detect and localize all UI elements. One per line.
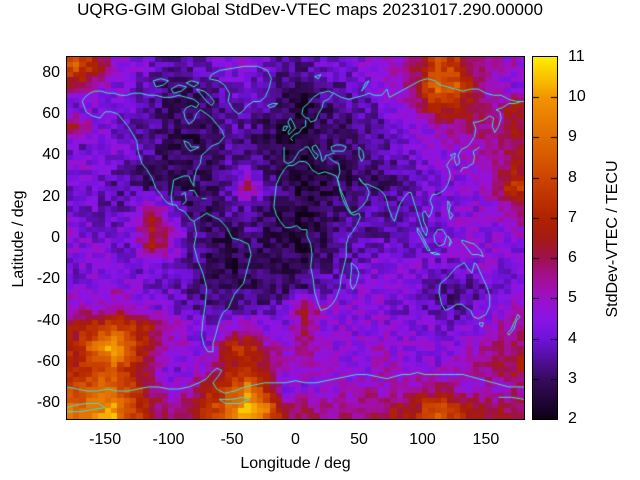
colorbar-tick-label: 7 xyxy=(568,208,577,226)
colorbar-tick-label: 10 xyxy=(568,88,586,106)
y-tick-label: -40 xyxy=(36,311,60,329)
y-tick-label: 60 xyxy=(42,104,60,122)
x-tick-label: 50 xyxy=(350,431,368,448)
colorbar-canvas xyxy=(533,57,557,419)
chart-title: UQRG-GIM Global StdDev-VTEC maps 2023101… xyxy=(77,0,543,19)
colorbar-tick-label: 3 xyxy=(568,369,577,387)
x-tick-label: -50 xyxy=(220,431,244,448)
x-tick-label: 100 xyxy=(409,431,436,448)
colorbar-tick-label: 6 xyxy=(568,249,577,267)
y-tick-label: 20 xyxy=(42,187,60,205)
colorbar-tick-label: 9 xyxy=(568,128,577,146)
colorbar-tick-label: 4 xyxy=(568,329,577,347)
plot-border xyxy=(66,56,525,420)
colorbar-border xyxy=(532,56,558,420)
x-tick-label: -150 xyxy=(89,431,122,448)
y-tick-label: -60 xyxy=(36,353,60,371)
x-tick-label: -100 xyxy=(152,431,185,448)
y-tick-label: 0 xyxy=(51,229,60,246)
x-tick-label: 0 xyxy=(291,431,300,448)
x-tick-label: 150 xyxy=(472,431,500,448)
colorbar-tick-label: 2 xyxy=(568,410,577,427)
colorbar-tick-label: 5 xyxy=(568,289,577,307)
colorbar-tick-label: 8 xyxy=(568,168,577,186)
y-tick-label: 80 xyxy=(42,63,60,81)
y-tick-label: -20 xyxy=(36,270,60,288)
colorbar-label: StdDev-VTEC / TECU xyxy=(604,160,621,318)
y-tick-label: 40 xyxy=(42,146,60,164)
y-tick-label: -80 xyxy=(36,394,60,412)
heatmap-canvas xyxy=(67,57,524,419)
x-axis-label: Longitude / deg xyxy=(240,455,351,472)
y-axis-label: Latitude / deg xyxy=(10,190,27,288)
colorbar-tick-label: 11 xyxy=(568,48,585,65)
